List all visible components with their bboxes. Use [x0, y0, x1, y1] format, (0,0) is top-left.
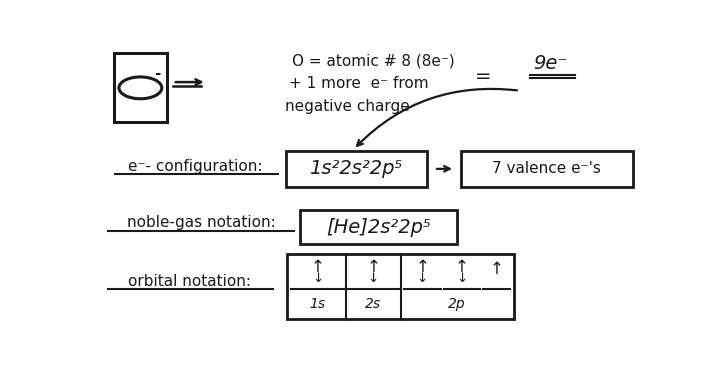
Text: orbital notation:: orbital notation:: [128, 274, 251, 289]
Text: -: -: [154, 66, 161, 81]
Text: e⁻- configuration:: e⁻- configuration:: [128, 159, 263, 174]
Text: 2p: 2p: [448, 297, 465, 311]
Text: [He]2s²2p⁵: [He]2s²2p⁵: [325, 217, 431, 236]
Text: 2s: 2s: [365, 297, 381, 311]
Text: ↑: ↑: [489, 260, 503, 278]
Text: + 1 more  e⁻ from: + 1 more e⁻ from: [289, 76, 429, 91]
Text: 1s: 1s: [309, 297, 326, 311]
Text: ↑: ↑: [415, 258, 429, 276]
Text: ↓: ↓: [312, 272, 323, 285]
Text: =: =: [475, 67, 491, 86]
Text: ↓: ↓: [416, 272, 428, 285]
Text: 1s²2s²2p⁵: 1s²2s²2p⁵: [309, 159, 403, 178]
Text: 9e⁻: 9e⁻: [534, 54, 568, 73]
Text: ↑: ↑: [311, 258, 325, 276]
Text: ↑: ↑: [455, 258, 469, 276]
Text: O = atomic # 8 (8e⁻): O = atomic # 8 (8e⁻): [292, 53, 454, 68]
Text: ↓: ↓: [456, 272, 467, 285]
Text: negative charge: negative charge: [285, 99, 410, 114]
Text: ↓: ↓: [368, 272, 379, 285]
Text: noble-gas notation:: noble-gas notation:: [127, 215, 275, 231]
Text: 7 valence e⁻'s: 7 valence e⁻'s: [492, 162, 601, 176]
Text: ↑: ↑: [366, 258, 380, 276]
